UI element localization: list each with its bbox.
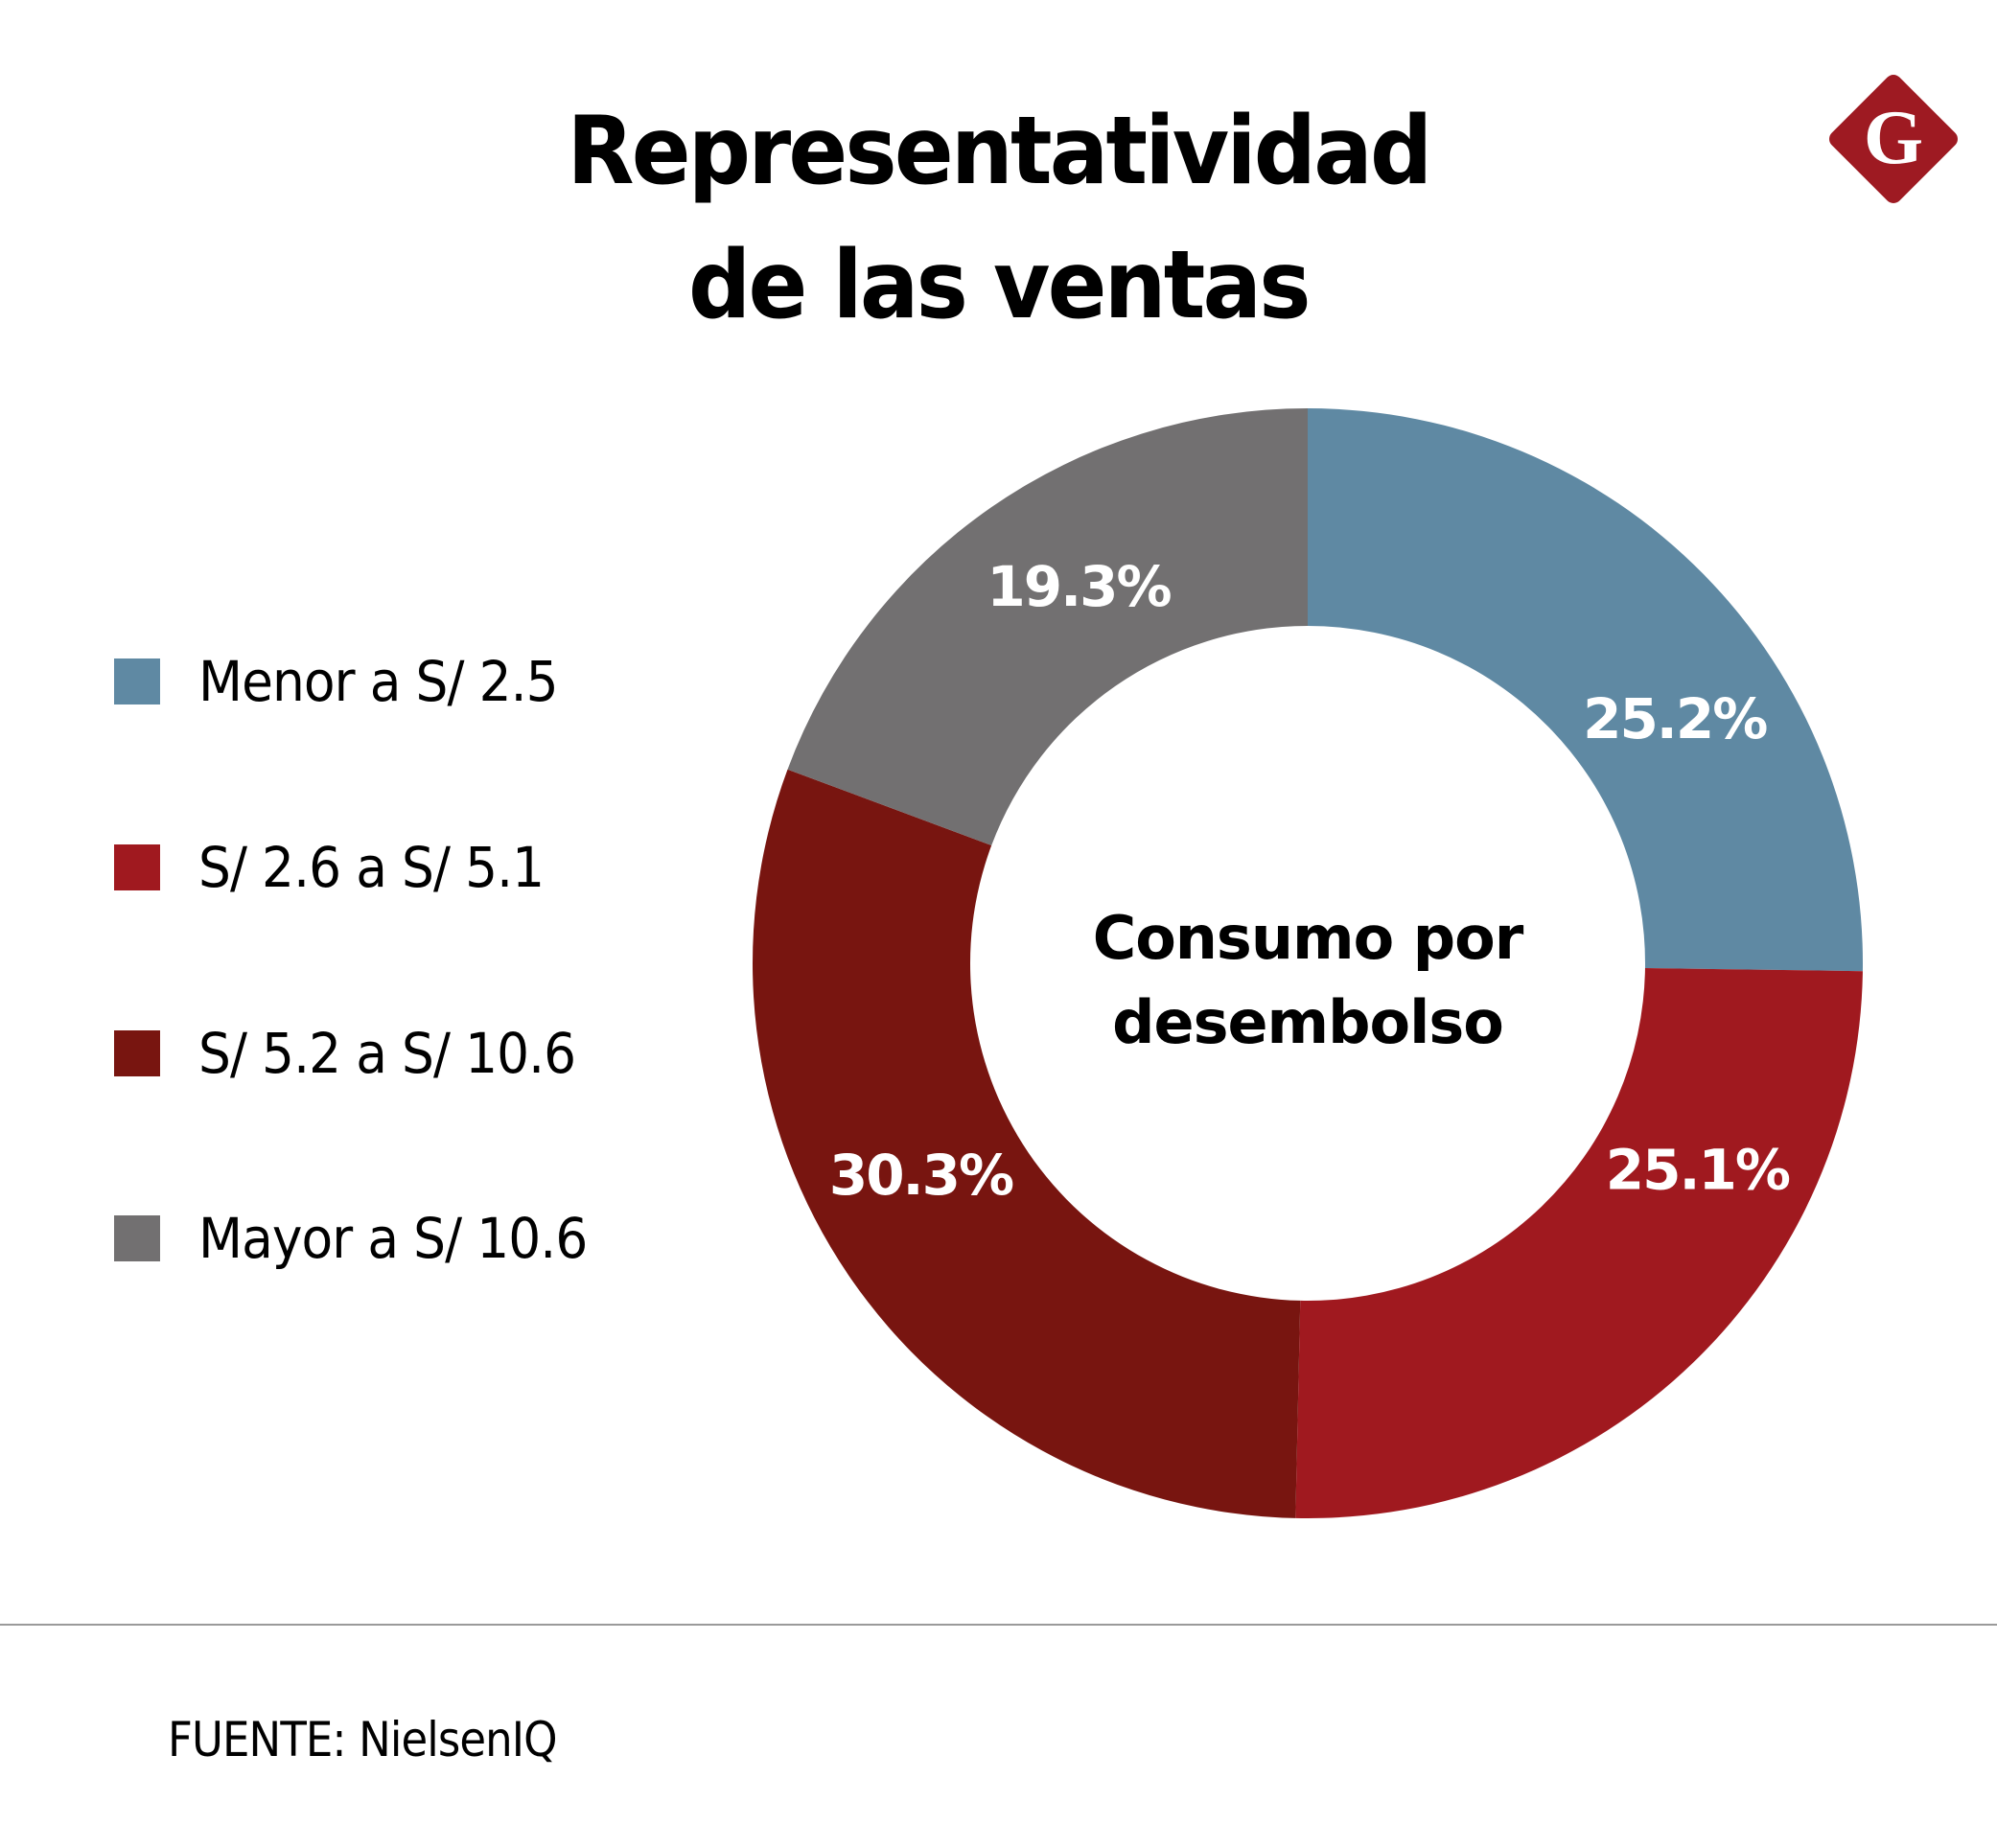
legend-item: Menor a S/ 2.5	[114, 649, 689, 714]
legend-swatch	[114, 1030, 160, 1076]
legend-label: Menor a S/ 2.5	[198, 649, 559, 714]
donut-slices	[752, 408, 1864, 1518]
logo-letter: G	[1864, 96, 1923, 180]
slice-value-label: 30.3%	[829, 1143, 1013, 1208]
legend-label: Mayor a S/ 10.6	[198, 1206, 588, 1271]
donut-slice-labels: 25.2% 25.1% 30.3% 19.3%	[829, 554, 1792, 1208]
slice-value-label: 25.1%	[1606, 1138, 1790, 1203]
legend-swatch	[114, 844, 160, 890]
donut-slice	[787, 408, 1308, 846]
logo-diamond	[1829, 75, 1958, 203]
chart-title: Representatividad de las ventas	[70, 84, 1927, 353]
slice-value-label: 19.3%	[987, 554, 1171, 619]
legend-label: S/ 5.2 a S/ 10.6	[198, 1021, 576, 1086]
legend-swatch	[114, 658, 160, 705]
legend-item: Mayor a S/ 10.6	[114, 1206, 689, 1271]
source-note: FUENTE: NielsenIQ	[168, 1712, 558, 1767]
footer-divider	[0, 1624, 1997, 1626]
donut-slice	[752, 769, 1301, 1518]
legend-label: S/ 2.6 a S/ 5.1	[198, 835, 545, 900]
center-label-line-2: desembolso	[1112, 987, 1503, 1057]
legend-item: S/ 5.2 a S/ 10.6	[114, 1021, 689, 1086]
donut-slice	[1308, 408, 1864, 972]
title-line-1: Representatividad	[567, 97, 1432, 206]
legend-item: S/ 2.6 a S/ 5.1	[114, 835, 689, 900]
title-line-2: de las ventas	[688, 231, 1311, 340]
brand-logo-icon: G	[1829, 75, 1958, 203]
slice-value-label: 25.2%	[1583, 686, 1767, 751]
legend-swatch	[114, 1215, 160, 1261]
donut-slice	[1295, 967, 1863, 1518]
center-label-line-1: Consumo por	[1093, 903, 1524, 973]
